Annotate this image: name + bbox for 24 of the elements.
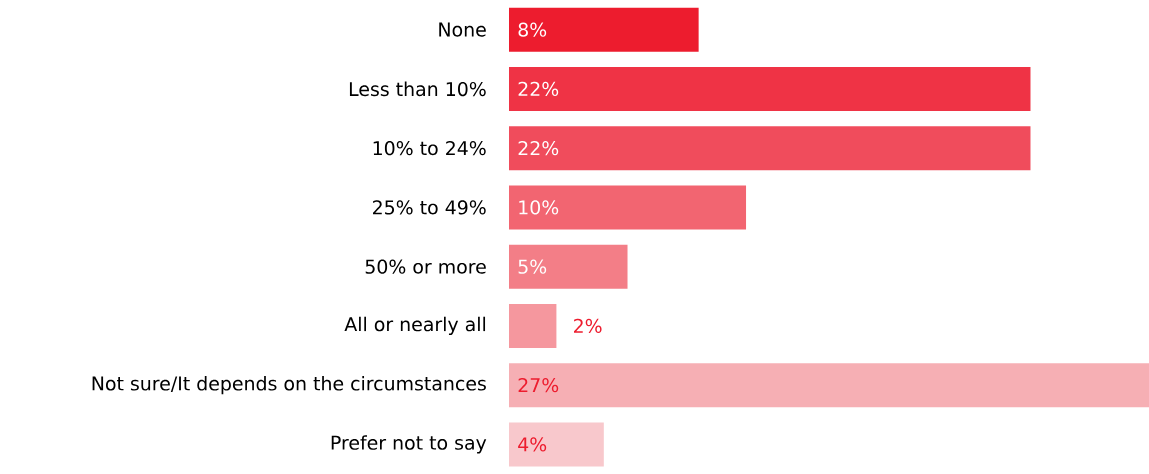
bar: [509, 244, 628, 289]
data-label: 4%: [518, 437, 547, 452]
bar: [509, 66, 1031, 111]
y-tick-label: None: [439, 22, 486, 37]
data-label: 5%: [518, 259, 547, 274]
data-label: 22%: [518, 140, 559, 156]
y-tick-label: 25% to 49%: [373, 200, 486, 215]
y-tick-label: Not sure/It depends on the circumstances: [92, 375, 486, 395]
y-tick-label: Prefer not to say: [331, 435, 487, 454]
y-tick-label: All or nearly all: [344, 316, 486, 336]
bar: [509, 7, 699, 52]
bar: [509, 422, 604, 467]
y-tick-label: 50% or more: [365, 259, 486, 274]
data-label: 22%: [518, 81, 559, 97]
bar: [509, 303, 557, 348]
y-tick-label: 10% to 24%: [373, 140, 486, 156]
data-label: 8%: [518, 22, 547, 37]
data-label: 2%: [574, 318, 602, 334]
data-label: 27%: [518, 377, 559, 393]
data-label: 10%: [519, 200, 559, 215]
bar: [509, 185, 747, 230]
y-tick-label: Less than 10%: [349, 81, 486, 97]
bar: [509, 363, 1149, 408]
bar: [509, 126, 1031, 171]
